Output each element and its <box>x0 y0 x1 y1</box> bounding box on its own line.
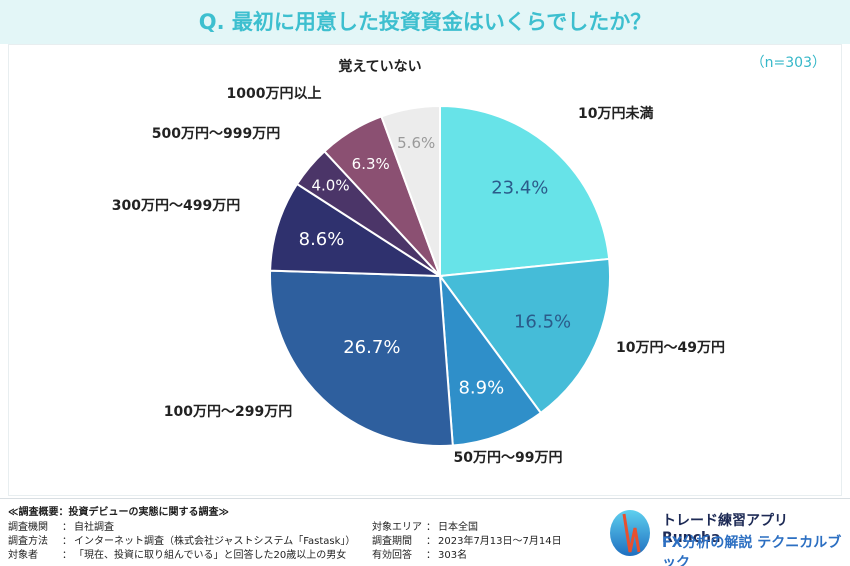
pie-slice <box>438 272 543 447</box>
survey-row-target: 対象者：「現在、投資に取り組んでいる」と回答した20歳以上の男女 <box>8 546 346 561</box>
slice-value-label: 6.3% <box>352 155 390 173</box>
survey-key: 対象エリア <box>372 522 422 533</box>
survey-key: 調査方法 <box>8 536 48 547</box>
brand-app-name: トレード練習アプリ Runcha <box>662 513 788 546</box>
sample-size: （n=303） <box>750 55 826 71</box>
pie-slice <box>438 257 611 415</box>
slice-category-label: 300万円～499万円 <box>112 198 240 214</box>
survey-row-period: 調査期間： 2023年7月13日～7月14日 <box>372 532 562 547</box>
slice-value-label: 5.6% <box>397 134 435 152</box>
survey-value: 2023年7月13日～7月14日 <box>438 536 562 547</box>
survey-row-method: 調査方法：インターネット調査（株式会社ジャストシステム「Fastask」） <box>8 532 355 547</box>
slice-value-label: 4.0% <box>311 176 349 194</box>
pie-slice <box>269 182 444 278</box>
survey-value: 自社調査 <box>74 522 114 533</box>
slice-value-label: 26.7% <box>343 337 400 358</box>
survey-row-area: 対象エリア：日本全国 <box>372 518 478 533</box>
slice-value-label: 8.9% <box>458 378 504 399</box>
slice-value-label: 8.6% <box>299 229 345 250</box>
slice-category-label: 50万円～99万円 <box>454 450 563 466</box>
survey-footer: ≪調査概要：投資デビューの実態に関する調査≫ 調査機関：自社調査 調査方法：イン… <box>0 498 850 566</box>
survey-key: 調査期間 <box>372 536 412 547</box>
survey-heading: ≪調査概要：投資デビューの実態に関する調査≫ <box>8 507 229 518</box>
slice-category-label: 500万円～999万円 <box>152 126 280 142</box>
slice-value-label: 16.5% <box>514 312 571 333</box>
survey-key: 対象者 <box>8 550 38 561</box>
pie-chart: 23.4% 16.5% 8.9% 26.7% 8.6% 4.0%6.3% 5.6% 10万円… <box>112 58 725 466</box>
pie-slice <box>439 104 611 278</box>
survey-value: 「現在、投資に取り組んでいる」と回答した20歳以上の男女 <box>74 550 347 561</box>
survey-row-responses: 有効回答： 303名 <box>372 546 467 561</box>
slice-category-label: 覚えていない <box>338 58 421 75</box>
slice-category-label: 100万円～299万円 <box>164 404 292 420</box>
pie-slice <box>269 269 454 447</box>
survey-value: 日本全国 <box>438 522 478 533</box>
survey-key: 有効回答 <box>372 550 412 561</box>
brand-tagline: FX分析の解説 テクニカルブック <box>662 535 842 566</box>
survey-row-agency: 調査機関：自社調査 <box>8 518 114 533</box>
pie-slice <box>380 104 441 277</box>
runcha-logo-icon <box>610 510 650 556</box>
chart-title: Q. 最初に用意した投資資金はいくらでしたか？ <box>198 10 652 34</box>
survey-value: インターネット調査（株式会社ジャストシステム「Fastask」） <box>74 536 356 547</box>
slice-category-label: 1000万円以上 <box>227 86 322 102</box>
slice-value-label: 23.4% <box>491 178 548 199</box>
slice-category-label: 10万円～49万円 <box>616 340 725 356</box>
survey-value: 303名 <box>438 550 468 561</box>
survey-key: 調査機関 <box>8 522 48 533</box>
slice-category-label: 10万円未満 <box>578 105 653 122</box>
question-bar <box>0 0 850 44</box>
